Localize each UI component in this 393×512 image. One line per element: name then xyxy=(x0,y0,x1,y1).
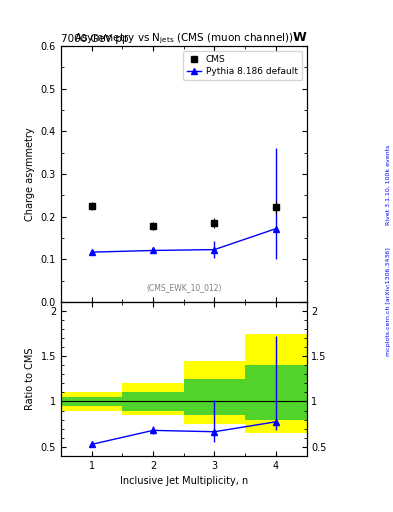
Legend: CMS, Pythia 8.186 default: CMS, Pythia 8.186 default xyxy=(183,51,302,80)
Title: Asymmetry vs N$_{\mathrm{jets}}$ (CMS (muon channel)): Asymmetry vs N$_{\mathrm{jets}}$ (CMS (m… xyxy=(74,32,294,46)
Text: mcplots.cern.ch [arXiv:1306.3436]: mcplots.cern.ch [arXiv:1306.3436] xyxy=(386,248,391,356)
Y-axis label: Ratio to CMS: Ratio to CMS xyxy=(25,348,35,410)
Text: 7000 GeV pp: 7000 GeV pp xyxy=(61,33,129,44)
Y-axis label: Charge asymmetry: Charge asymmetry xyxy=(25,127,35,221)
X-axis label: Inclusive Jet Multiplicity, n: Inclusive Jet Multiplicity, n xyxy=(119,476,248,486)
Text: W: W xyxy=(293,31,307,44)
Text: Rivet 3.1.10, 100k events: Rivet 3.1.10, 100k events xyxy=(386,144,391,224)
Text: (CMS_EWK_10_012): (CMS_EWK_10_012) xyxy=(146,283,222,292)
